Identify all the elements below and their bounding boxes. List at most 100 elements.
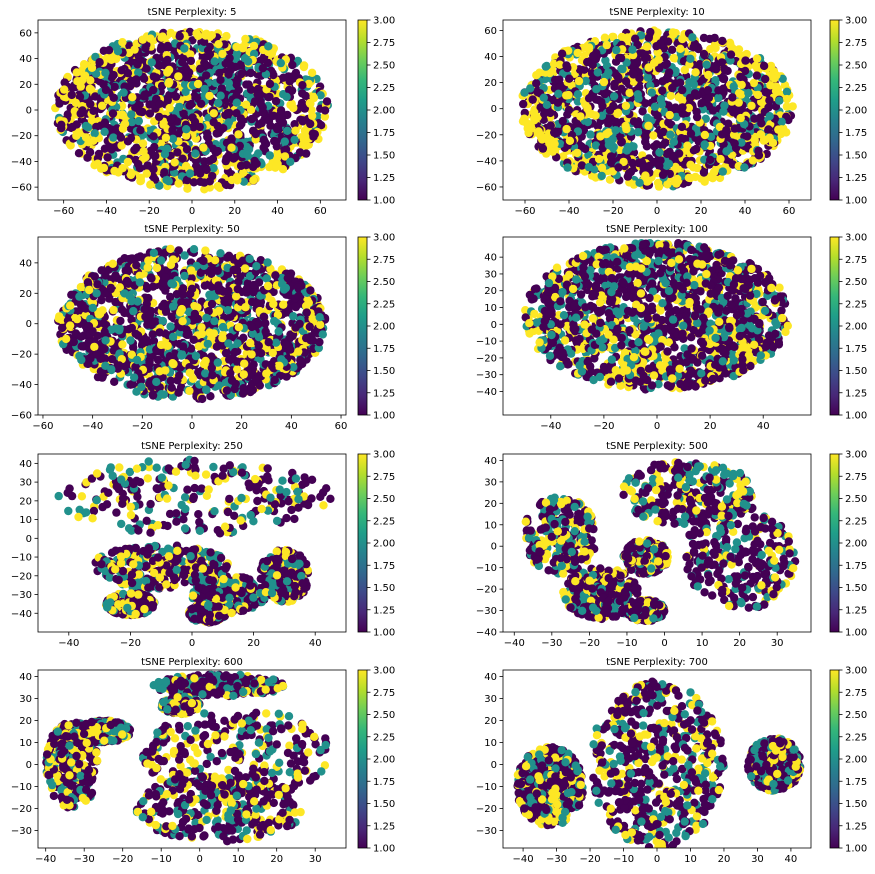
scatter-point	[220, 297, 229, 306]
scatter-point	[305, 322, 314, 331]
scatter-point	[728, 93, 737, 102]
scatter-point	[265, 162, 274, 172]
scatter-point	[202, 71, 211, 80]
scatter-point	[217, 84, 226, 93]
scatter-point	[166, 322, 175, 331]
scatter-point	[247, 350, 256, 359]
scatter-point	[271, 137, 281, 146]
scatter-point	[233, 339, 242, 348]
scatter-point	[677, 134, 686, 143]
scatter-points	[54, 244, 330, 404]
scatter-point	[280, 137, 289, 146]
scatter-point	[214, 98, 223, 108]
colorbar-tick-label: 1.25	[845, 173, 867, 184]
scatter-point	[221, 156, 230, 166]
scatter-point	[564, 105, 574, 115]
scatter-point	[519, 99, 528, 109]
scatter-point	[658, 86, 667, 95]
y-tick-label: 20	[19, 289, 32, 300]
scatter-point	[279, 285, 289, 294]
scatter-point	[65, 321, 75, 330]
subplot-3: tSNE Perplexity: 50−60 −40 −20 0 20 40 60−60−4…	[11, 224, 395, 432]
scatter-point	[127, 350, 136, 359]
scatter-point	[541, 62, 550, 71]
scatter-point	[209, 118, 218, 127]
scatter-point	[689, 80, 699, 89]
scatter-point	[689, 43, 698, 52]
scatter-point	[726, 50, 736, 59]
scatter-point	[210, 256, 220, 265]
scatter-point	[635, 178, 644, 187]
scatter-point	[272, 154, 282, 163]
scatter-point	[116, 316, 125, 326]
subplot-2: tSNE Perplexity: 10−60 −40 −20 0 20 40 60−60−4…	[476, 7, 867, 217]
scatter-point	[669, 53, 678, 63]
y-tick-label: −20	[11, 350, 32, 361]
scatter-point	[318, 330, 327, 339]
scatter-point	[140, 305, 149, 314]
scatter-point	[245, 271, 255, 281]
scatter-point	[719, 84, 728, 93]
scatter-point	[671, 162, 680, 172]
scatter-point	[202, 165, 211, 175]
scatter-point	[122, 276, 132, 286]
scatter-point	[57, 323, 67, 333]
scatter-point	[166, 292, 175, 302]
scatter-point	[550, 128, 559, 137]
scatter-point	[251, 129, 260, 139]
scatter-point	[159, 120, 168, 129]
scatter-point	[555, 60, 564, 69]
scatter-point	[532, 71, 541, 80]
scatter-point	[168, 332, 178, 341]
scatter-point	[236, 272, 245, 281]
scatter-point	[276, 106, 286, 115]
scatter-point	[166, 115, 176, 124]
scatter-point	[684, 173, 694, 182]
scatter-point	[290, 120, 299, 129]
scatter-point	[719, 73, 728, 83]
scatter-point	[174, 388, 183, 397]
scatter-point	[573, 48, 582, 58]
scatter-point	[677, 122, 687, 132]
scatter-point	[275, 361, 284, 370]
scatter-point	[575, 65, 585, 74]
scatter-point	[261, 360, 270, 369]
scatter-point	[87, 116, 97, 125]
scatter-point	[315, 337, 324, 347]
scatter-point	[736, 72, 745, 82]
scatter-point	[764, 103, 773, 112]
scatter-point	[594, 154, 604, 164]
scatter-point	[107, 55, 116, 64]
scatter-point	[193, 79, 203, 89]
scatter-point	[92, 350, 101, 359]
scatter-point	[145, 310, 155, 320]
scatter-point	[168, 134, 178, 143]
scatter-point	[294, 283, 303, 292]
scatter-point	[230, 152, 240, 162]
scatter-point	[642, 142, 652, 151]
scatter-point	[633, 128, 643, 137]
scatter-point	[655, 148, 664, 157]
scatter-point	[753, 64, 762, 74]
scatter-point	[124, 266, 133, 275]
colorbar-tick-label: 2.75	[373, 255, 395, 266]
scatter-point	[256, 99, 266, 109]
scatter-point	[257, 118, 266, 128]
scatter-point	[135, 278, 145, 287]
colorbar-tick-label: 2.50	[373, 61, 395, 72]
scatter-point	[175, 32, 184, 41]
scatter-point	[232, 42, 241, 52]
scatter-point	[262, 274, 271, 283]
scatter-point	[218, 322, 228, 332]
scatter-point	[240, 54, 250, 63]
scatter-points	[518, 26, 797, 191]
scatter-point	[589, 51, 598, 61]
scatter-point	[224, 70, 233, 79]
scatter-point	[191, 351, 201, 361]
scatter-point	[239, 370, 248, 379]
scatter-point	[130, 145, 139, 155]
scatter-point	[647, 88, 656, 97]
scatter-point	[775, 96, 784, 105]
scatter-point	[140, 90, 149, 99]
scatter-point	[104, 46, 114, 55]
